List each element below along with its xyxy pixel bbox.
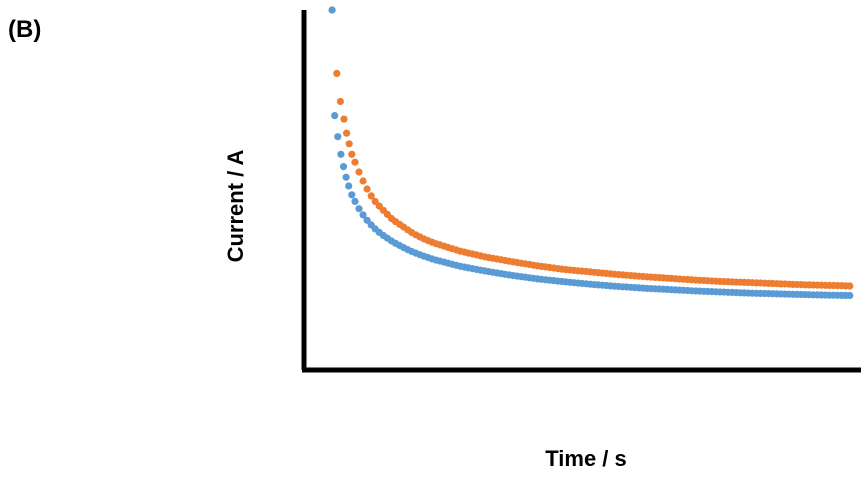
data-point [336,97,344,106]
data-point [328,6,336,14]
data-point [333,69,341,77]
series-layer [328,6,854,300]
data-point [334,133,342,141]
data-point [348,150,356,158]
data-point [343,129,351,137]
data-point [359,177,367,185]
data-point [345,182,353,190]
series-1 [328,6,854,290]
data-point [342,173,350,181]
panel-label: (B) [8,16,42,43]
data-point [337,150,345,158]
data-point [355,205,363,213]
data-point [371,197,379,206]
data-point [348,191,356,199]
data-point [339,163,348,171]
data-point [331,112,339,120]
data-point [351,197,359,205]
data-point [351,158,359,166]
data-point [846,282,854,290]
data-point [340,115,348,123]
data-point [355,168,363,176]
series-2 [328,6,854,300]
data-point [367,192,375,200]
data-point [359,211,367,219]
x-axis-label: Time / s [545,446,627,471]
data-point [345,140,353,148]
data-point [846,291,854,300]
data-point [363,216,371,224]
data-point [363,185,371,193]
